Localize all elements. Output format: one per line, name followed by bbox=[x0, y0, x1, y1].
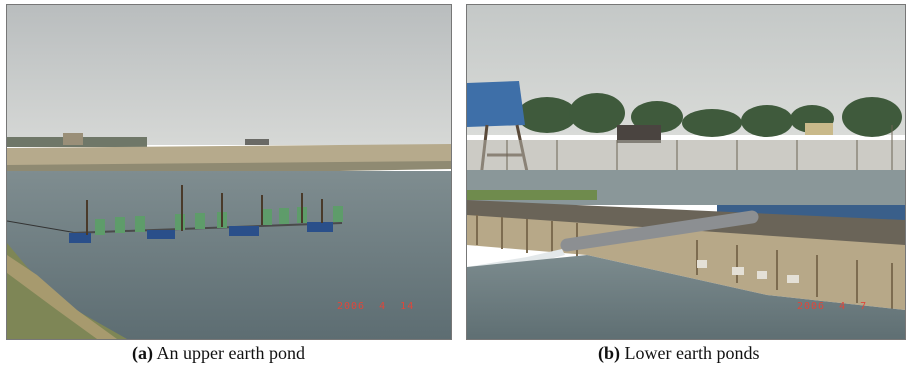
bank-edge bbox=[7, 255, 117, 339]
debris-bags bbox=[697, 260, 799, 283]
green-strip bbox=[467, 190, 597, 200]
photo-b-scene bbox=[467, 5, 905, 339]
foreground-bank bbox=[7, 243, 127, 339]
bamboo-stakes bbox=[476, 215, 893, 309]
pond-water bbox=[7, 171, 451, 339]
caption-b: (b) Lower earth ponds bbox=[598, 343, 759, 364]
caption-a-label: (a) bbox=[132, 343, 153, 363]
watchtower-roof bbox=[467, 81, 525, 127]
sky bbox=[7, 5, 451, 145]
photo-lower-earth-ponds: 2006 4 7 bbox=[466, 4, 906, 340]
far-fence bbox=[467, 140, 905, 170]
aerator-posts bbox=[86, 185, 323, 235]
far-house bbox=[63, 133, 83, 145]
lower-pond-water bbox=[467, 255, 905, 339]
photo-upper-earth-pond: 2006 4 14 bbox=[6, 4, 452, 340]
photo-a-scene bbox=[7, 5, 451, 339]
far-shed bbox=[245, 139, 269, 145]
tree-line bbox=[517, 93, 902, 137]
date-stamp-b: 2006 4 7 bbox=[797, 301, 868, 312]
house-roof bbox=[805, 123, 833, 135]
aerator-cable bbox=[7, 220, 78, 234]
caption-a-text: An upper earth pond bbox=[156, 343, 305, 363]
caption-b-text: Lower earth ponds bbox=[624, 343, 760, 363]
date-stamp-a: 2006 4 14 bbox=[337, 301, 415, 312]
aerator-floats bbox=[69, 222, 333, 243]
caption-a: (a) An upper earth pond bbox=[132, 343, 305, 364]
drainage-pipe bbox=[560, 210, 759, 252]
hut bbox=[617, 125, 661, 143]
caption-b-label: (b) bbox=[598, 343, 620, 363]
